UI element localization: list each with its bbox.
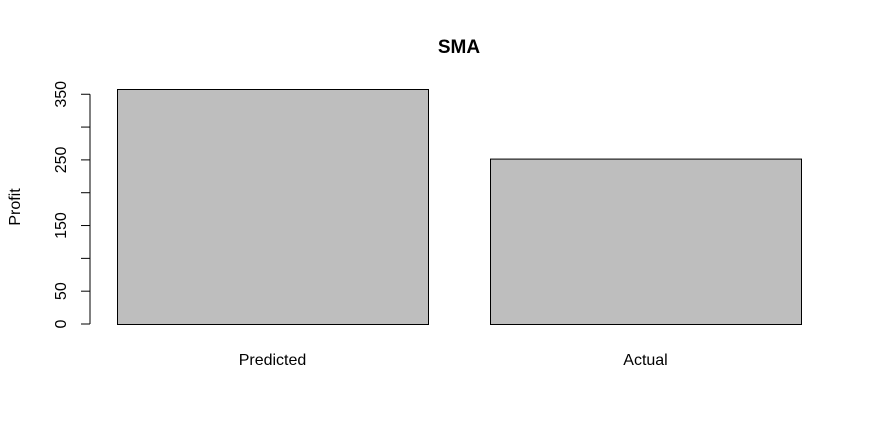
category-label: Predicted [239,352,307,369]
chart-title: SMA [438,37,481,58]
category-label: Actual [623,352,667,369]
y-tick-label: 50 [53,282,70,300]
y-axis: 0 50 150 250 350 [53,81,91,328]
bar-predicted [117,89,429,325]
y-tick-label: 350 [53,81,70,108]
y-tick-label: 150 [53,212,70,239]
bars [117,89,802,325]
y-tick-label: 250 [53,146,70,173]
bar-actual [490,158,802,325]
y-tick-label: 0 [53,319,70,328]
y-axis-label: Profit [7,188,24,226]
category-labels: Predicted Actual [239,352,668,369]
